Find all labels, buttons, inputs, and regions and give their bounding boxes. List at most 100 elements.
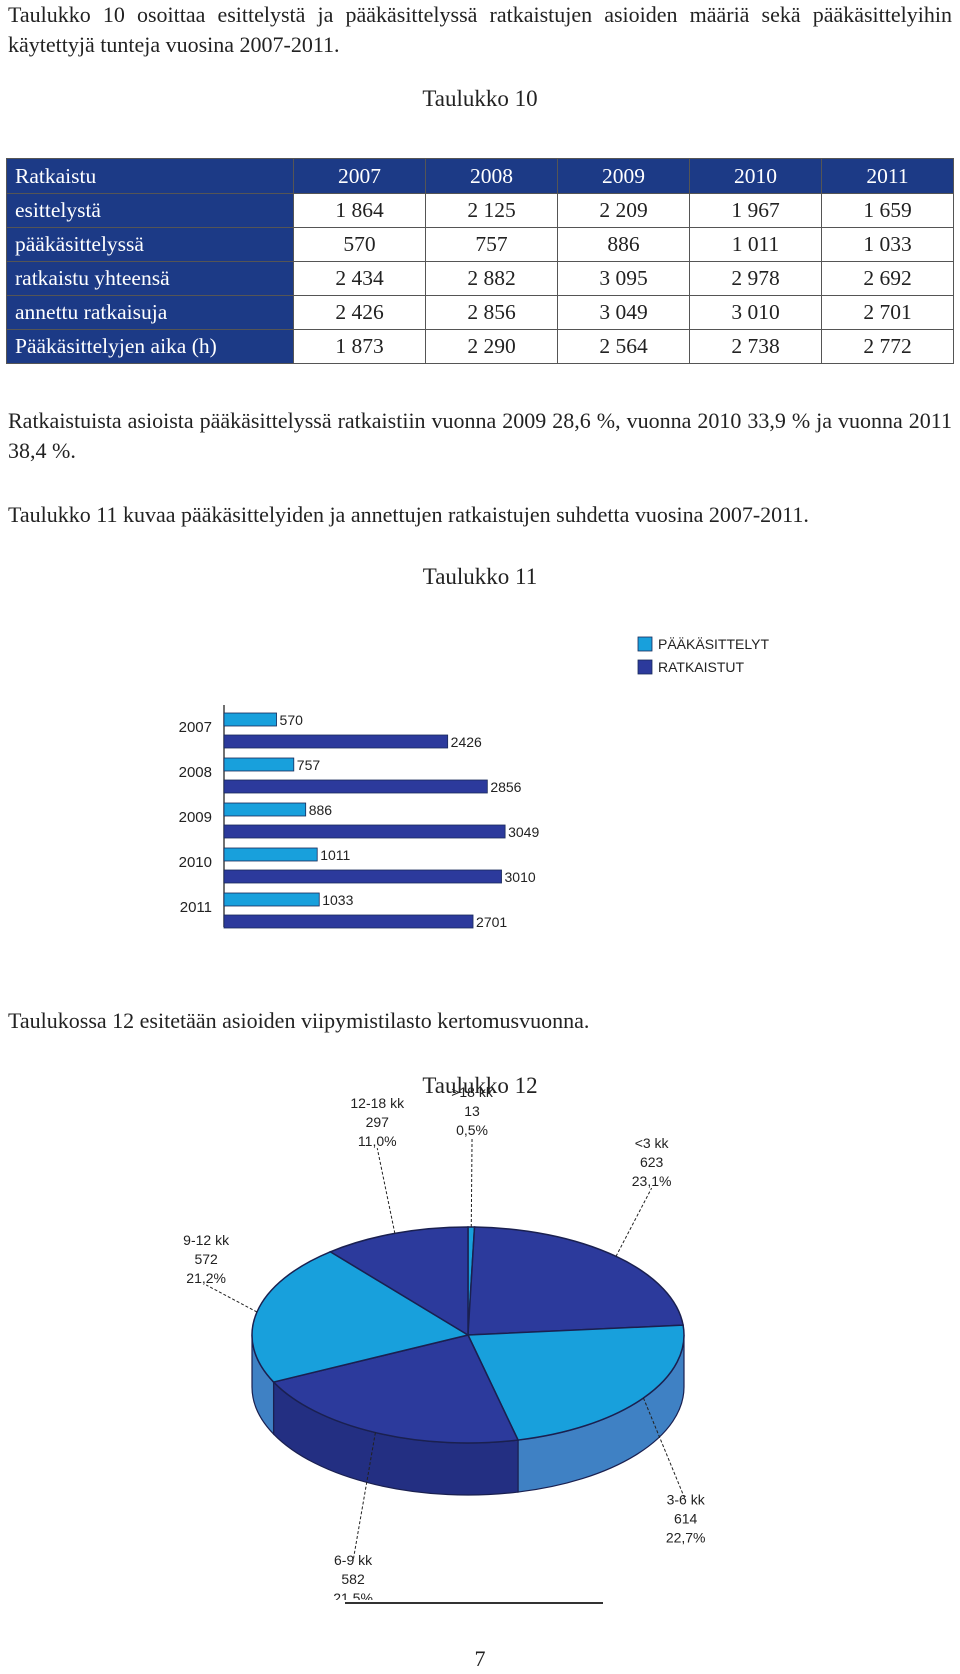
intro-paragraph-10: Taulukko 10 osoittaa esittelystä ja pääk… (8, 2, 952, 57)
pie-slice (328, 1226, 469, 1337)
table-cell: 2 434 (293, 261, 426, 296)
table-10: Ratkaistu 2007 2008 2009 2010 2011 esitt… (6, 158, 954, 364)
ratio-paragraph: Ratkaistuista asioista pääkäsittelyssä r… (8, 408, 952, 463)
pie-label-percent: 11,0% (358, 1133, 397, 1149)
header-cell: 2008 (425, 158, 558, 194)
pie-label-percent: 23,1% (632, 1173, 672, 1189)
table-cell: 2 290 (425, 329, 558, 364)
pie-label-percent: 22,7% (666, 1530, 706, 1546)
bar-ratkaistut (223, 869, 502, 884)
header-cell: 2009 (557, 158, 690, 194)
table-row: esittelystä 1 864 2 125 2 209 1 967 1 65… (6, 193, 954, 228)
category-label: 2011 (180, 899, 212, 916)
bar-value-label: 2426 (451, 734, 482, 750)
table-cell: 2 209 (557, 193, 690, 228)
footer-rule (345, 1602, 603, 1604)
page-number: 7 (474, 1646, 486, 1671)
pie-label-category: 3-6 kk (667, 1492, 706, 1508)
table-header-row: Ratkaistu 2007 2008 2009 2010 2011 (6, 158, 954, 194)
table-cell: 2 856 (425, 295, 558, 330)
pie-label-percent: 0,5% (456, 1122, 488, 1138)
pie-label-value: 614 (674, 1511, 698, 1527)
category-label: 2008 (179, 764, 212, 781)
pie-label-category: 6-9 kk (334, 1552, 373, 1568)
pie-label-value: 623 (640, 1154, 664, 1170)
bar-value-label: 757 (297, 757, 321, 773)
pie-label-category: 9-12 kk (183, 1232, 230, 1248)
bar-paakasittelyt (223, 757, 295, 772)
bar-value-label: 1011 (320, 847, 350, 863)
pie-label-percent: 21,5% (333, 1590, 373, 1600)
pie-slice (467, 1226, 684, 1336)
legend-swatch (637, 636, 653, 652)
caption-table-11: Taulukko 11 (422, 564, 538, 589)
caption-table-12: Taulukko 12 (422, 1073, 538, 1098)
bar-ratkaistut (223, 824, 506, 839)
legend-label: RATKAISTUT (658, 659, 745, 675)
table-cell: 1 967 (689, 193, 822, 228)
pie-slice (466, 1324, 685, 1441)
pie-label-category: >18 kk (451, 1084, 494, 1100)
bar-value-label: 886 (309, 802, 333, 818)
table-cell: 2 426 (293, 295, 426, 330)
table-cell: 2 772 (821, 329, 954, 364)
table-cell: 1 864 (293, 193, 426, 228)
table-cell: 1 033 (821, 227, 954, 262)
table-cell: 886 (557, 227, 690, 262)
table-cell: 3 095 (557, 261, 690, 296)
pie-label-value: 572 (194, 1251, 218, 1267)
bar-paakasittelyt (223, 712, 277, 727)
legend-swatch (637, 659, 653, 675)
pie-label-category: 12-18 kk (350, 1095, 405, 1111)
pie-label-value: 13 (464, 1103, 480, 1119)
bar-paakasittelyt (223, 847, 318, 862)
table-row: pääkäsittelyssä 570 757 886 1 011 1 033 (6, 227, 954, 262)
bar-ratkaistut (223, 914, 474, 929)
intro-paragraph-11: Taulukko 11 kuvaa pääkäsittelyiden ja an… (8, 502, 809, 527)
pie-label-percent: 21,2% (186, 1270, 226, 1286)
row-label: ratkaistu yhteensä (6, 261, 294, 296)
header-cell: 2010 (689, 158, 822, 194)
table-cell: 2 882 (425, 261, 558, 296)
table-cell: 3 049 (557, 295, 690, 330)
bar-value-label: 2701 (476, 914, 507, 930)
bar-value-label: 3010 (505, 869, 536, 885)
table-cell: 2 692 (821, 261, 954, 296)
pie-label-value: 297 (366, 1114, 390, 1130)
pie-label-category: <3 kk (635, 1135, 670, 1151)
pie-leader-line (376, 1148, 396, 1234)
bar-paakasittelyt (223, 802, 307, 817)
table-cell: 757 (425, 227, 558, 262)
bar-value-label: 2856 (490, 779, 521, 795)
table-cell: 1 873 (293, 329, 426, 364)
pie-leader-line (642, 1397, 687, 1501)
pie-label-value: 582 (341, 1571, 365, 1587)
row-label: Pääkäsittelyjen aika (h) (6, 329, 294, 364)
bar-value-label: 3049 (508, 824, 539, 840)
table-row: ratkaistu yhteensä 2 434 2 882 3 095 2 9… (6, 261, 954, 296)
category-label: 2007 (179, 719, 212, 736)
category-label: 2010 (179, 854, 212, 871)
table-row: Pääkäsittelyjen aika (h) 1 873 2 290 2 5… (6, 329, 954, 364)
bar-value-label: 570 (280, 712, 304, 728)
table-cell: 2 978 (689, 261, 822, 296)
header-cell: 2011 (821, 158, 954, 194)
table-cell: 2 738 (689, 329, 822, 364)
bar-chart-11: 2007 570 2426 2008 757 2856 2009 886 3049 2010 101… (179, 636, 770, 930)
legend-label: PÄÄKÄSITTELYT (658, 636, 769, 652)
bar-ratkaistut (223, 779, 488, 794)
pie-leader-line (615, 1187, 653, 1257)
pie-leader-line (470, 1137, 473, 1228)
bar-paakasittelyt (223, 892, 320, 907)
bar-ratkaistut (223, 734, 449, 749)
table-cell: 1 659 (821, 193, 954, 228)
intro-paragraph-12: Taulukossa 12 esitetään asioiden viipymi… (8, 1008, 590, 1033)
pie-chart-12: >18 kk 13 0,5% <3 kk 623 23,1% 3-6 kk 614 22,7% 6… (183, 1084, 706, 1600)
pie-leader-line (352, 1432, 376, 1561)
table-row: annettu ratkaisuja 2 426 2 856 3 049 3 0… (6, 295, 954, 330)
category-label: 2009 (179, 809, 212, 826)
table-cell: 2 701 (821, 295, 954, 330)
pie-leader-line (205, 1284, 258, 1313)
pie-slice (251, 1250, 470, 1383)
table-cell: 3 010 (689, 295, 822, 330)
